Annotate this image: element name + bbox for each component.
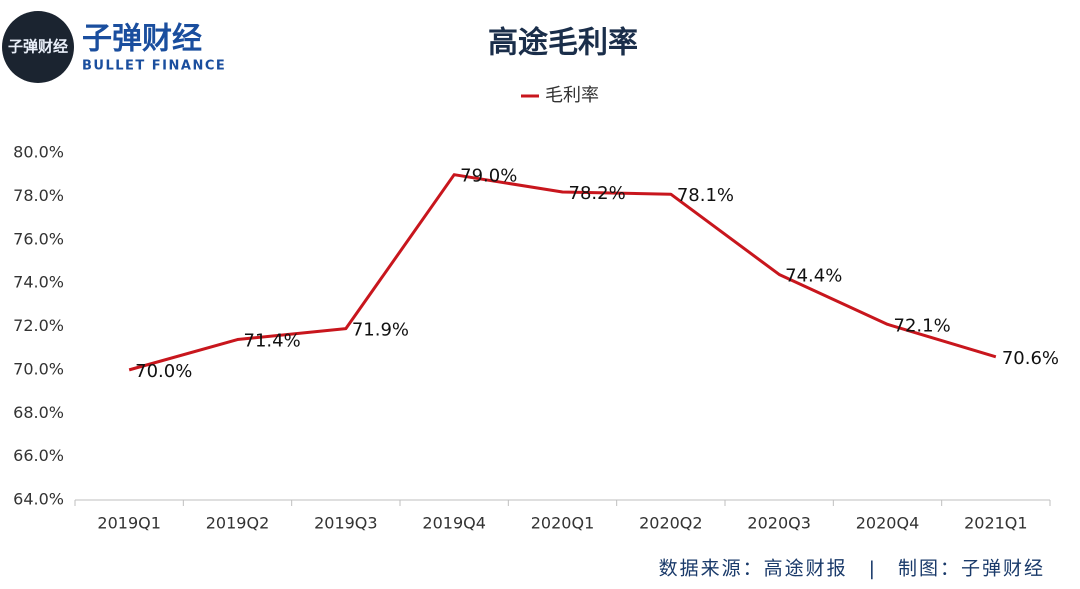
y-tick-label: 80.0% bbox=[13, 143, 64, 162]
x-tick-label: 2019Q4 bbox=[422, 514, 486, 533]
y-tick-label: 68.0% bbox=[13, 403, 64, 422]
data-label: 72.1% bbox=[894, 315, 951, 336]
data-label: 78.1% bbox=[677, 185, 734, 206]
source-note: 数据来源：高途财报 | 制图：子弹财经 bbox=[659, 558, 1045, 580]
x-tick-label: 2021Q1 bbox=[964, 514, 1028, 533]
x-tick-label: 2020Q4 bbox=[856, 514, 920, 533]
x-tick-label: 2019Q1 bbox=[97, 514, 161, 533]
legend-label: 毛利率 bbox=[545, 85, 599, 106]
data-label: 71.4% bbox=[244, 331, 301, 352]
logo-badge bbox=[2, 11, 74, 83]
y-tick-label: 74.0% bbox=[13, 273, 64, 292]
y-tick-label: 66.0% bbox=[13, 446, 64, 465]
x-tick-label: 2020Q3 bbox=[747, 514, 811, 533]
data-label: 70.0% bbox=[135, 361, 192, 382]
logo-badge-text: 子弹财经 bbox=[8, 38, 68, 56]
data-label: 71.9% bbox=[352, 320, 409, 341]
y-tick-label: 78.0% bbox=[13, 186, 64, 205]
y-tick-label: 70.0% bbox=[13, 359, 64, 378]
logo-english: BULLET FINANCE bbox=[82, 59, 226, 74]
data-label: 70.6% bbox=[1002, 348, 1059, 369]
x-tick-label: 2020Q2 bbox=[639, 514, 703, 533]
x-tick-label: 2019Q2 bbox=[206, 514, 270, 533]
y-tick-label: 72.0% bbox=[13, 316, 64, 335]
x-tick-label: 2019Q3 bbox=[314, 514, 378, 533]
logo-name: 子弹财经 bbox=[82, 22, 202, 57]
data-label: 79.0% bbox=[460, 166, 517, 187]
chart-title: 高途毛利率 bbox=[488, 26, 638, 61]
x-tick-label: 2020Q1 bbox=[531, 514, 595, 533]
y-tick-label: 76.0% bbox=[13, 229, 64, 248]
data-label: 74.4% bbox=[785, 265, 842, 286]
y-tick-label: 64.0% bbox=[13, 490, 64, 509]
data-line bbox=[128, 173, 997, 372]
data-label: 78.2% bbox=[569, 183, 626, 204]
